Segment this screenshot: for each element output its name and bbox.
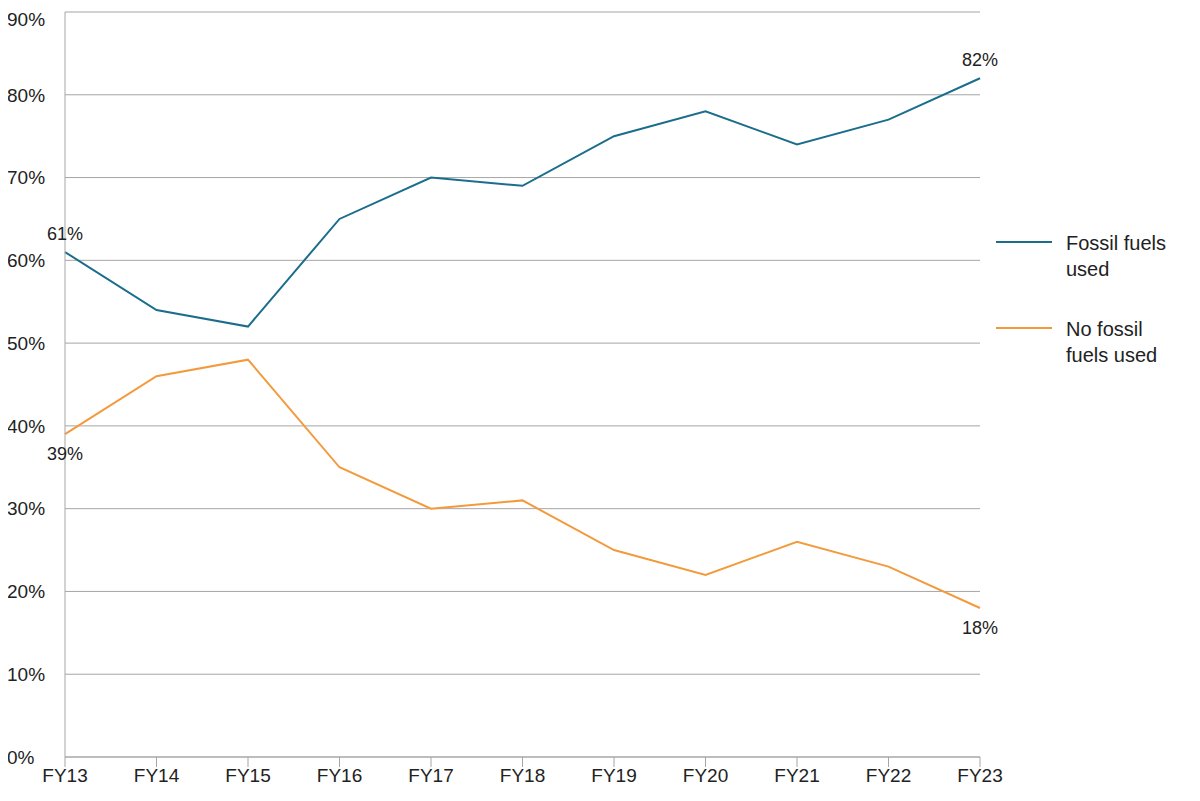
svg-text:70%: 70% bbox=[8, 167, 45, 188]
html-text:No fossil fuels used: No fossil fuels used bbox=[1066, 318, 1158, 366]
svg-text:60%: 60% bbox=[8, 250, 45, 271]
svg-text:82%: 82% bbox=[962, 50, 998, 70]
svg-text:FY22: FY22 bbox=[866, 765, 911, 786]
svg-text:50%: 50% bbox=[8, 333, 45, 354]
svg-text:10%: 10% bbox=[8, 664, 45, 685]
svg-text:18%: 18% bbox=[962, 618, 998, 638]
svg-text:FY19: FY19 bbox=[591, 765, 636, 786]
svg-text:FY23: FY23 bbox=[957, 765, 1002, 786]
svg-text:FY18: FY18 bbox=[500, 765, 545, 786]
svg-text:61%: 61% bbox=[47, 224, 83, 244]
svg-text:0%: 0% bbox=[8, 747, 35, 768]
svg-text:20%: 20% bbox=[8, 581, 45, 602]
svg-text:90%: 90% bbox=[8, 9, 45, 30]
svg-text:40%: 40% bbox=[8, 416, 45, 437]
html-text:Fossil fuels used: Fossil fuels used bbox=[1066, 232, 1166, 280]
svg-text:80%: 80% bbox=[8, 85, 45, 106]
svg-text:FY13: FY13 bbox=[42, 765, 87, 786]
svg-text:FY21: FY21 bbox=[774, 765, 819, 786]
svg-text:30%: 30% bbox=[8, 498, 45, 519]
svg-text:FY17: FY17 bbox=[408, 765, 453, 786]
svg-text:FY20: FY20 bbox=[683, 765, 728, 786]
svg-text:FY16: FY16 bbox=[317, 765, 362, 786]
svg-text:39%: 39% bbox=[47, 444, 83, 464]
svg-text:FY14: FY14 bbox=[134, 765, 180, 786]
svg-text:FY15: FY15 bbox=[225, 765, 270, 786]
